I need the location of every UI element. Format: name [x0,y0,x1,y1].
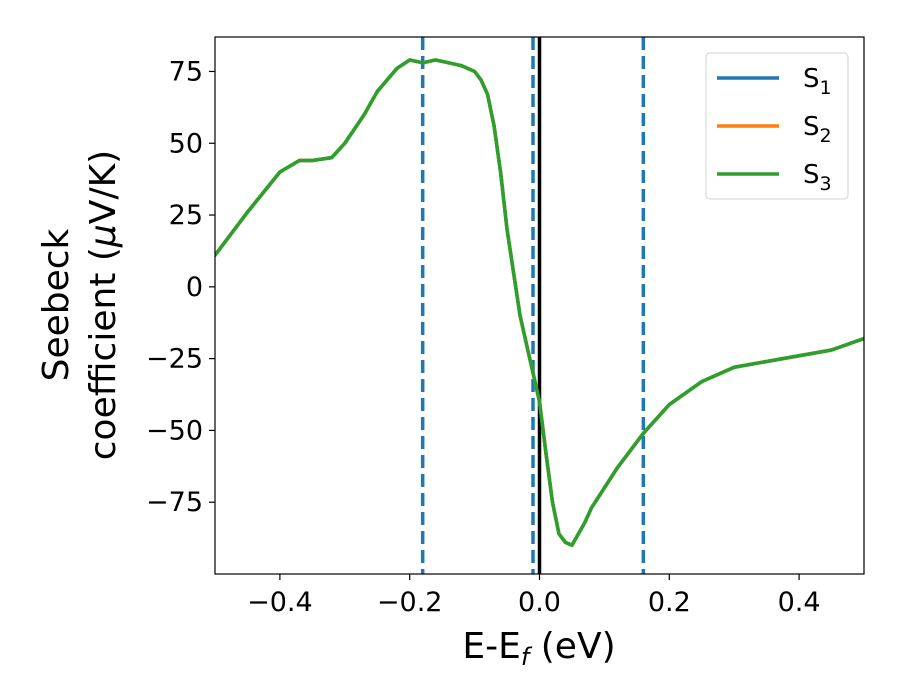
legend-label-S1: S1 [803,64,832,99]
y-tick-label: 25 [169,200,203,231]
x-tick-label: −0.2 [377,587,443,618]
x-tick-label: −0.4 [247,587,313,618]
legend: S1 S2 S3 [705,52,849,200]
y-tick-label: 0 [186,272,203,303]
y-tick-label: −75 [146,487,203,518]
x-tick-label: 0.4 [778,587,821,618]
x-tick-label: 0.0 [518,587,561,618]
y-axis-title-line2: coefficient (μV/K) [83,150,124,460]
y-tick-label: −25 [146,344,203,375]
y-tick-label: 50 [169,128,203,159]
x-axis-title: E-Ef (eV) [462,626,615,671]
y-tick-label: 75 [169,56,203,87]
y-axis: 75 50 25 0 −25 −50 −75 [146,56,215,518]
x-tick-label: 0.2 [648,587,691,618]
series-lines [215,58,864,548]
y-axis-title-line1: Seebeck [36,228,77,381]
legend-label-S2: S2 [803,112,832,147]
y-axis-title: Seebeck coefficient (μV/K) [36,150,124,460]
x-axis: −0.4 −0.2 0.0 0.2 0.4 [247,574,821,618]
legend-label-S3: S3 [803,160,832,195]
y-tick-label: −50 [146,415,203,446]
series-line-S3 [215,58,864,548]
reference-lines [420,37,646,574]
